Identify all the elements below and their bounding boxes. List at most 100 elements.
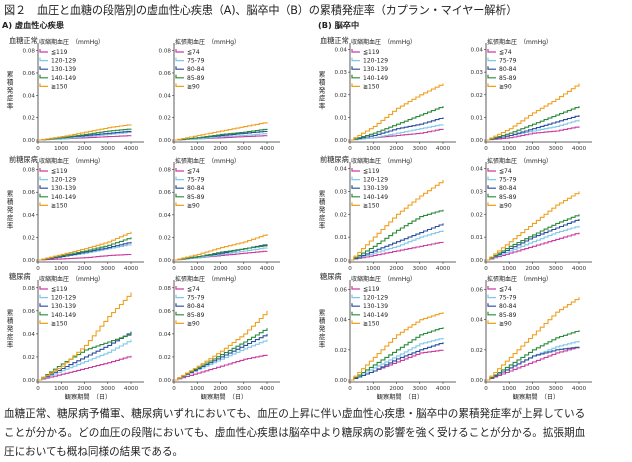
panel-a-8-series-5 [38,292,132,381]
panel-a-4-x-tick-label: 3000 [101,266,116,272]
panel-a-0-legend-swatch [39,66,48,70]
panel-a-5-legend-swatch [175,202,184,206]
panel-b-3-series-5 [486,83,580,141]
panel-a-9-y-tick-label: 0.02 [159,355,171,361]
panel-b-2-y-tick-label: 0.00 [335,138,348,144]
section-a-title: A) 虚血性心疾患 [2,20,65,30]
panel-a-5-x-tick-label: 1000 [190,266,205,272]
panel-b-2-y-label: 累積発症率 [319,71,326,111]
panel-b-3-legend-swatch [487,57,496,62]
panel-b-2-legend-label: 140-149 [363,75,388,82]
panel-b-6-y-label: 累積発症率 [319,190,326,230]
panel-a-5-legend-label: ≦74 [187,168,200,175]
panel-a-1-legend-swatch [175,83,184,88]
panel-a-8-y-tick-label: 0.06 [23,309,36,315]
panel-b-7-legend-swatch [487,202,496,206]
panel-a-8-legend-title: 収縮期血圧 （mmHg） [39,275,104,283]
panel-a-1-legend-label: 85-89 [187,75,205,82]
panel-b-11-legend-label: ≦74 [499,286,512,293]
panel-a-9-legend-swatch [175,303,184,307]
panel-b-6-y-tick-label: 0.02 [335,212,347,218]
panel-a-5-y-tick-label: 0.06 [159,190,172,196]
panel-a-9-x-tick-label: 1000 [190,386,205,392]
panel-b-7-legend-label: ≧90 [499,202,512,209]
panel-b-3-legend-swatch [487,83,496,88]
panel-a-9-legend-label: ≧90 [187,320,200,327]
panel-b-10-legend-label: ≦119 [363,286,380,293]
panel-b-3-legend-title: 拡張期血圧 （mmHg） [487,38,552,46]
panel-a-5-legend-swatch [175,168,184,172]
panel-a-1-legend-label: ≧90 [187,83,200,90]
panel-a-4-x-tick-label: 2000 [77,266,92,272]
panel-a-9-series-1 [174,354,268,381]
panel-a-1-x-tick-label: 2000 [213,146,228,152]
panel-b-6-y-tick-label: 0.04 [335,167,348,173]
panel-b-7-y-tick-label: 0.03 [471,189,484,195]
panel-a-8-x-label: 観察期間 （日） [65,393,111,401]
panel-a-1-x-tick-label: 3000 [237,146,252,152]
panel-a-0-x-tick-label: 0 [36,146,40,152]
panel-a-9-x-tick-label: 0 [172,386,176,392]
panel-a-1-legend-swatch [175,74,184,79]
panel-a-0-x-tick-label: 4000 [124,146,139,152]
panel-a-5-y-tick-label: 0.02 [159,235,171,241]
panel-a-4-legend-label: ≧150 [51,202,68,209]
panel-a-5-x-tick-label: 0 [172,266,176,272]
panel-a-0-legend-title: 収縮期血圧 （mmHg） [39,38,104,46]
panel-b-3-legend-swatch [487,74,496,79]
panel-b-7-legend-label: 80-84 [499,185,517,192]
panel-b-3-y-tick-label: 0.04 [471,48,484,54]
panel-a-9-y-tick-label: 0.00 [159,378,172,384]
panel-a-0-legend-swatch [39,83,48,88]
panel-a-5-legend-swatch [175,185,184,189]
figure-caption: 血糖正常、糖尿病予備軍、糖尿病いずれにおいても、血圧の上昇に伴い虚血性心疾患・脳… [4,405,628,462]
panel-b-3-y-tick-label: 0.00 [471,138,484,144]
row-label-a-0: 血糖正常 [9,36,38,45]
panel-a-5-legend-swatch [175,176,184,181]
panel-a-0-series-5 [38,124,132,141]
panel-a-0-legend-label: ≧150 [51,83,68,90]
panel-b-7-legend-swatch [487,185,496,189]
caption-line: 血糖正常、糖尿病予備軍、糖尿病いずれにおいても、血圧の上昇に伴い虚血性心疾患・脳… [4,408,586,420]
panel-b-10-legend-swatch [351,320,360,324]
row-label-b-1: 前糖尿病 [320,155,349,164]
panel-b-6-legend-title: 収縮期血圧 （mmHg） [351,157,416,165]
panel-b-10-legend-label: 140-149 [363,312,388,319]
panel-a-5-legend-label: 80-84 [187,185,205,192]
panel-b-10-legend-swatch [351,303,360,307]
panel-b-10-x-tick-label: 0 [348,386,352,392]
panel-b-3-legend-swatch [487,66,496,70]
panel-b-6-legend-swatch [351,168,360,172]
caption-line: ことが分かる。どの血圧の段階においても、虚血性心疾患は脳卒中より糖尿病の影響を強… [4,427,586,439]
panel-b-7-x-tick-label: 0 [484,266,488,272]
panel-a-4-y-tick-label: 0.06 [23,190,36,196]
panel-a-9-legend-label: 85-89 [187,312,205,319]
panel-a-8-legend-swatch [39,311,48,316]
panel-b-6-series-1 [350,241,444,261]
panel-b-2-legend-label: 120-129 [363,58,388,65]
panel-b-11-legend-swatch [487,294,496,299]
panel-b-10-series-4 [350,327,444,381]
panel-a-5-series-5 [174,234,268,261]
panel-a-8-x-tick-label: 3000 [101,386,116,392]
panel-a-8-legend-swatch [39,303,48,307]
panel-b-10-x-tick-label: 2000 [389,386,404,392]
panel-b-7-y-tick-label: 0.02 [471,212,483,218]
panel-b-11-series-4 [486,330,580,381]
panel-a-5-x-tick-label: 3000 [237,266,252,272]
panel-b-11-x-label: 観察期間 （日） [513,393,559,401]
panel-b-6-series-4 [350,209,444,261]
panel-b-3-x-tick-label: 0 [484,146,488,152]
panel-a-4-x-tick-label: 1000 [54,266,69,272]
panel-b-11-legend-label: 75-79 [499,295,517,302]
panel-a-8-legend-label: 120-129 [51,295,76,302]
panel-a-9-legend-label: ≦74 [187,286,200,293]
panel-a-4-legend-label: 140-149 [51,194,76,201]
panel-a-9-series-5 [174,310,268,381]
panel-a-4-series-1 [38,253,132,261]
panel-b-6-legend-label: 130-139 [363,185,388,192]
panel-a-4-y-label: 累積発症率 [7,190,14,230]
panel-a-4-legend-swatch [39,193,48,198]
panel-a-1-legend-swatch [175,66,184,70]
panel-a-9-y-tick-label: 0.04 [159,332,172,338]
